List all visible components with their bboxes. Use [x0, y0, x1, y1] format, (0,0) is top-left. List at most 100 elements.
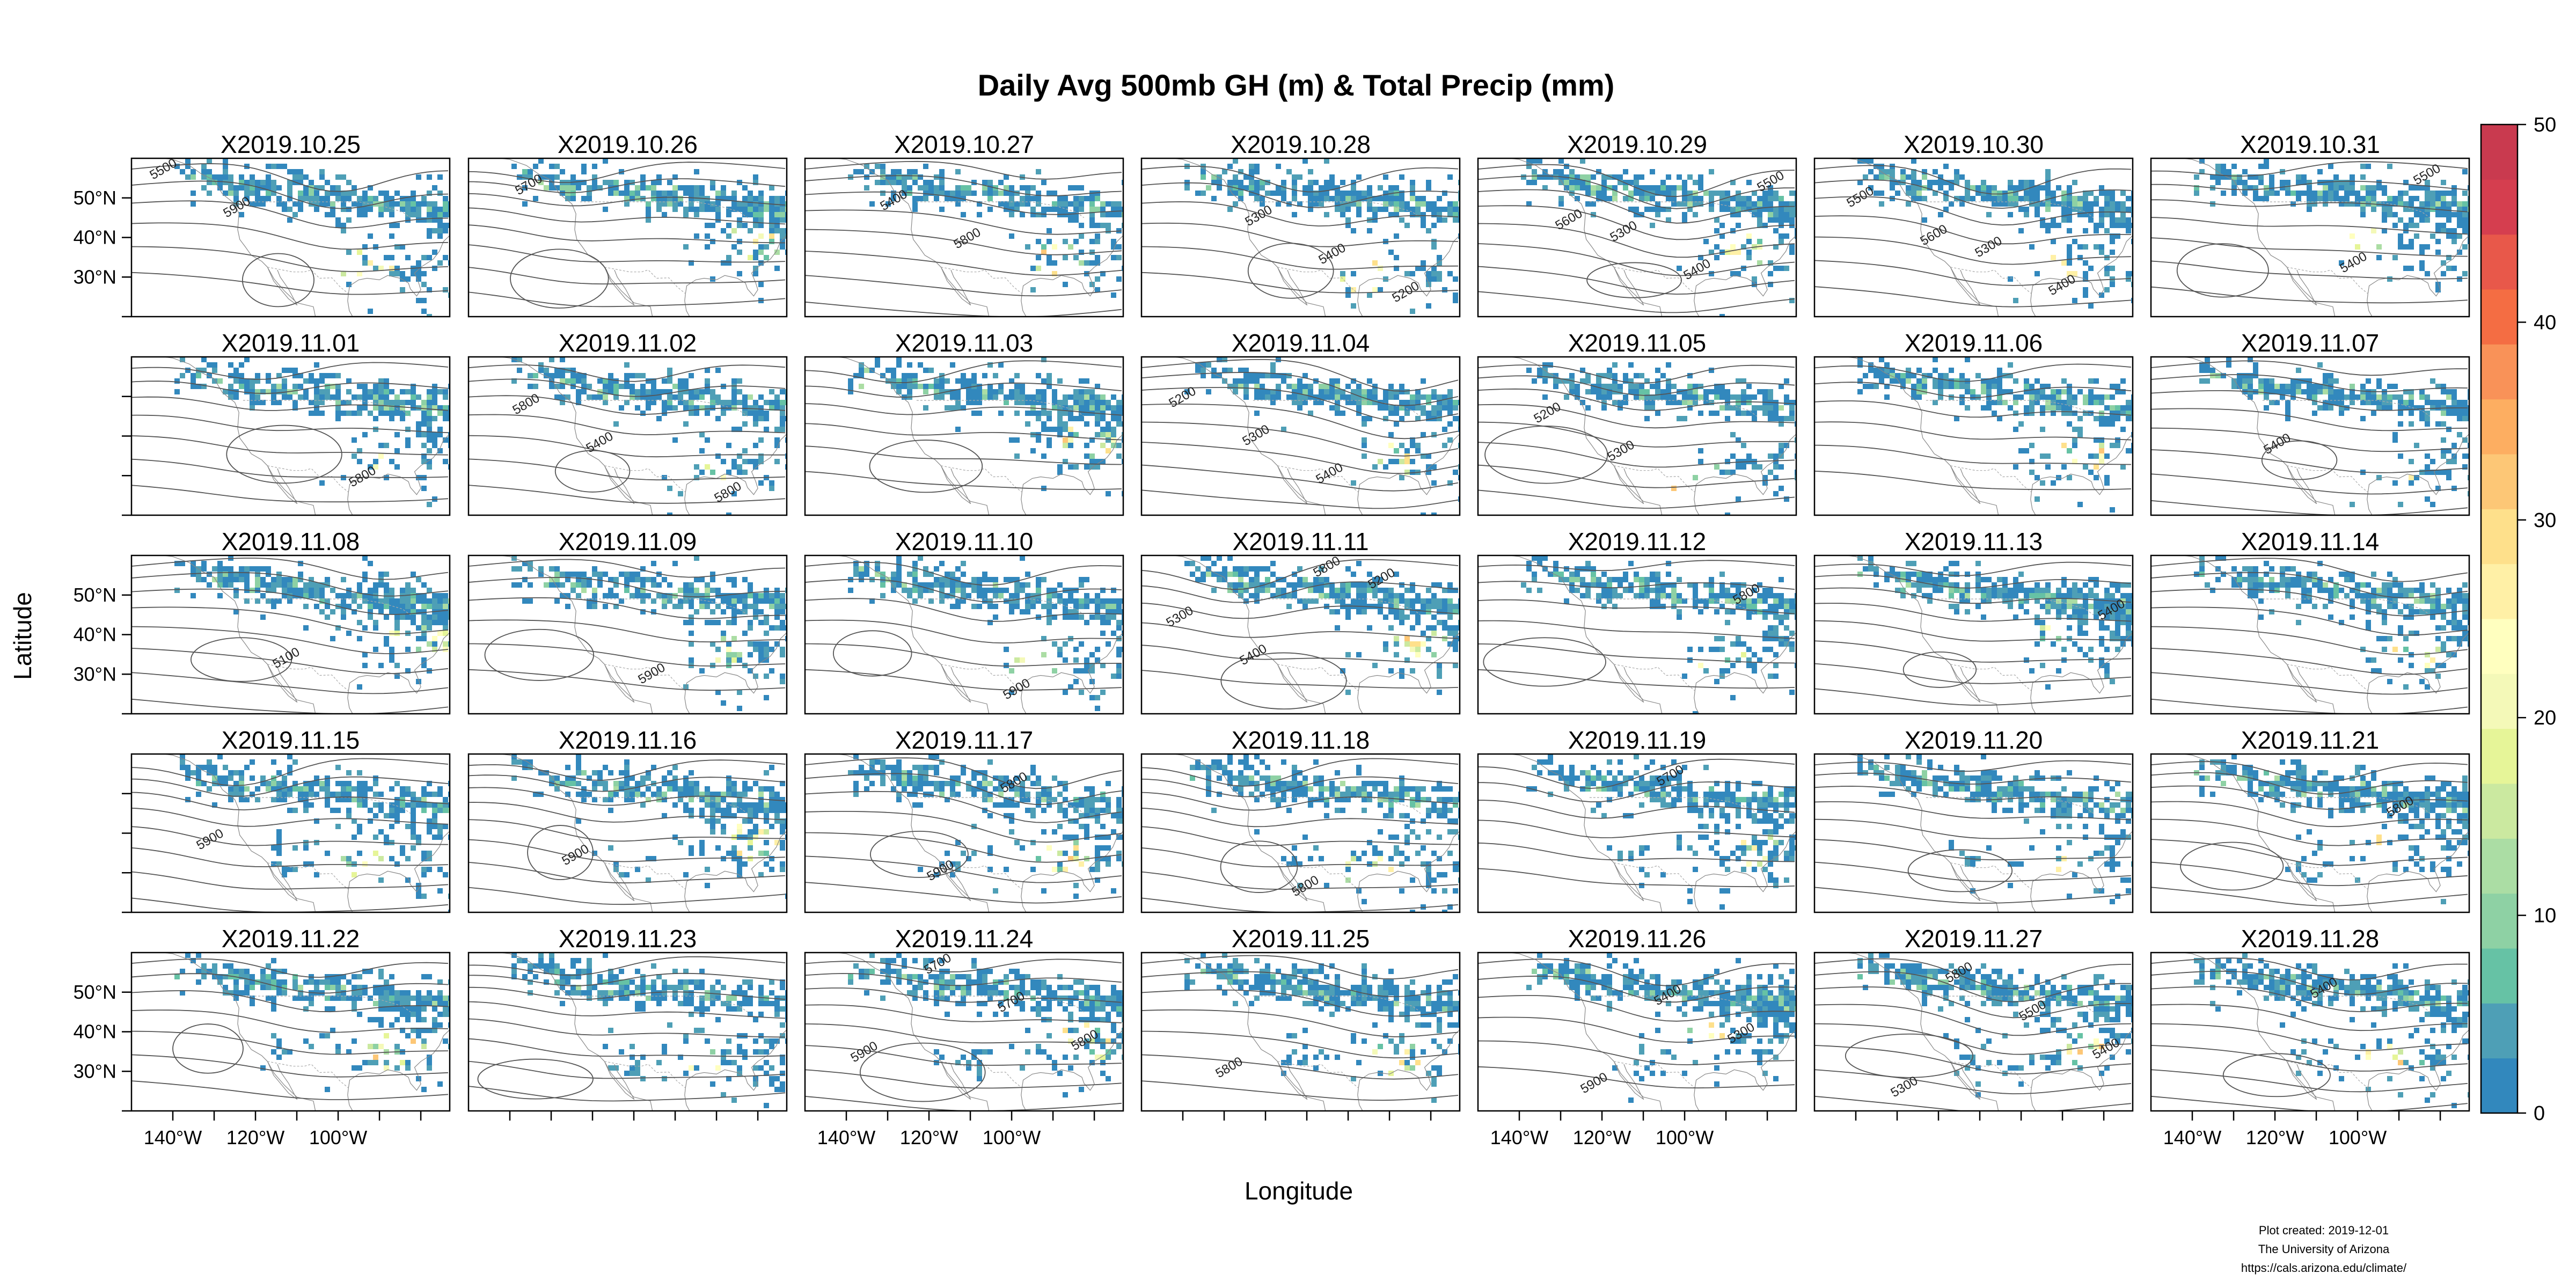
coastline-layer — [131, 754, 450, 912]
colorbar-swatch — [2481, 619, 2518, 674]
panel-frame — [804, 753, 1124, 913]
panel-date-label: X2019.11.07 — [2241, 329, 2380, 357]
coastline-layer — [1814, 357, 2133, 515]
precip-layer — [2199, 357, 2469, 507]
coastline-layer — [1141, 754, 1460, 912]
precip-layer — [1857, 555, 2133, 690]
lon-tick-label: 140°W — [1490, 1126, 1548, 1148]
panel-frame — [1477, 554, 1797, 715]
panel-date-label: X2019.11.05 — [1568, 329, 1707, 357]
precip-layer — [1184, 357, 1460, 515]
height-contours — [1141, 359, 1459, 509]
panel-frame — [804, 356, 1124, 516]
height-contours — [469, 759, 786, 905]
panel-date-label: X2019.11.26 — [1568, 925, 1707, 953]
height-contours — [131, 163, 449, 308]
height-contours — [469, 364, 786, 504]
precip-layer — [2194, 754, 2469, 904]
lon-tick-label: 140°W — [817, 1126, 875, 1148]
panel-frame — [467, 356, 788, 516]
panel-date-label: X2019.10.28 — [1231, 130, 1371, 158]
x-axis-label: Longitude — [1245, 1177, 1353, 1205]
height-contours — [469, 559, 786, 691]
colorbar-swatch — [2481, 784, 2518, 839]
panel-frame — [2150, 554, 2470, 715]
map-panel: X2019.11.23 — [467, 925, 788, 1121]
height-contours — [1814, 958, 2132, 1111]
colorbar-swatch — [2481, 728, 2518, 784]
colorbar-swatch — [2481, 289, 2518, 345]
coastline-layer — [1478, 953, 1796, 1111]
colorbar-swatch — [2481, 564, 2518, 619]
lon-tick-label: 120°W — [900, 1126, 958, 1148]
map-panel: X2019.11.20 — [1813, 726, 2134, 913]
height-contours — [1478, 958, 1795, 1089]
panel-frame — [1813, 554, 2134, 715]
panel-date-label: X2019.11.01 — [222, 329, 360, 357]
panel-date-label: X2019.11.23 — [559, 925, 697, 953]
panel-frame — [804, 554, 1124, 715]
precip-layer — [1857, 158, 2133, 309]
panel-frame — [467, 952, 788, 1112]
panel-date-label: X2019.11.28 — [2241, 925, 2380, 953]
panel-date-label: X2019.11.20 — [1905, 726, 2043, 754]
height-contours — [1478, 364, 1795, 509]
precip-layer — [2194, 555, 2469, 690]
coastline-layer — [805, 754, 1123, 912]
panel-frame — [2150, 157, 2470, 318]
coastline-layer — [805, 555, 1123, 714]
panel-date-label: X2019.11.22 — [222, 925, 360, 953]
lon-tick-label: 100°W — [1656, 1126, 1714, 1148]
panel-date-label: X2019.11.02 — [559, 329, 697, 357]
y-axis-label: Latitude — [9, 592, 36, 680]
panel-date-label: X2019.10.26 — [558, 130, 698, 158]
coastline-layer — [131, 158, 450, 317]
precip-layer — [1857, 754, 2133, 904]
map-panel: X2019.11.22 50°N 40°N 30°N 140°W 120°W 100°W — [74, 925, 451, 1148]
panel-date-label: X2019.11.25 — [1232, 925, 1370, 953]
colorbar-swatch — [2481, 179, 2518, 235]
panel-date-label: X2019.11.18 — [1232, 726, 1370, 754]
lon-tick-label: 140°W — [144, 1126, 202, 1148]
coastline-layer — [1141, 953, 1460, 1111]
lon-tick-label: 120°W — [1573, 1126, 1631, 1148]
height-contours — [131, 362, 449, 503]
lat-tick-label: 50°N — [74, 187, 116, 209]
precip-layer — [2194, 158, 2469, 292]
lon-tick-label: 100°W — [309, 1126, 367, 1148]
height-contours — [131, 758, 449, 912]
height-contours — [2151, 161, 2468, 304]
coastline-layer — [469, 754, 787, 912]
panel-frame — [1813, 157, 2134, 318]
height-contours — [1478, 164, 1795, 313]
precip-layer — [180, 754, 450, 912]
height-contours — [2151, 761, 2468, 906]
height-contours — [1814, 363, 2132, 491]
panel-date-label: X2019.10.31 — [2240, 130, 2380, 158]
colorbar-swatch — [2481, 893, 2518, 949]
map-panel: X2019.11.06 — [1813, 329, 2134, 516]
colorbar-tick-label: 40 — [2534, 311, 2556, 334]
panel-frame — [804, 157, 1124, 318]
panel-date-label: X2019.11.13 — [1905, 528, 2043, 555]
panel-date-label: X2019.10.27 — [894, 130, 1034, 158]
panel-date-label: X2019.11.19 — [1568, 726, 1707, 754]
height-contours — [1478, 560, 1795, 689]
lon-tick-label: 100°W — [983, 1126, 1041, 1148]
lat-tick-label: 40°N — [74, 1021, 116, 1043]
height-contours — [1141, 165, 1459, 299]
